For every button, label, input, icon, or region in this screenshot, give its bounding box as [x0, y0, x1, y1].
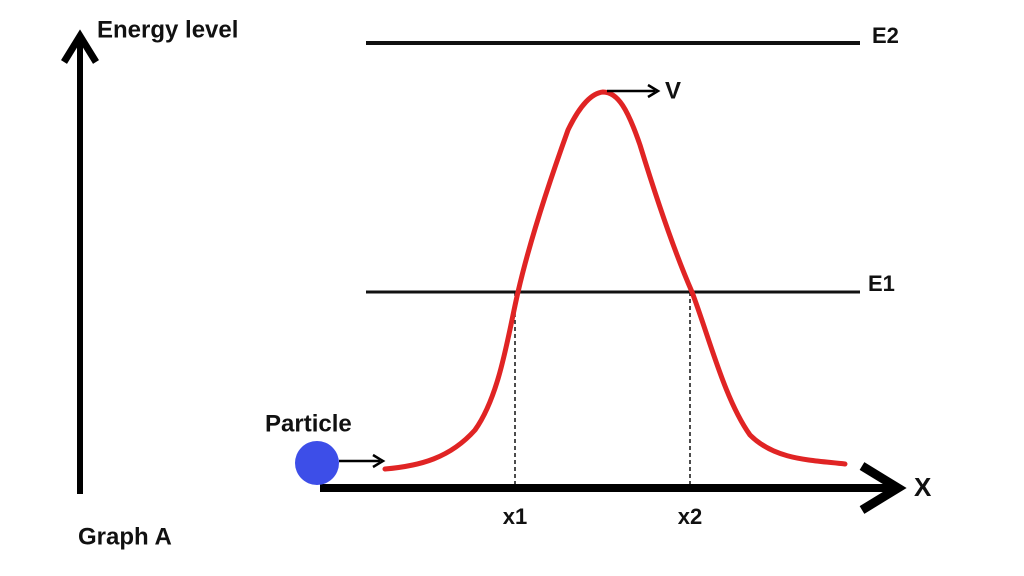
barrier-curve: [382, 89, 848, 472]
e1-label: E1: [868, 271, 895, 296]
x-axis-label: X: [914, 472, 932, 502]
x-axis-arrowhead: [859, 462, 907, 514]
e2-label: E2: [872, 23, 899, 48]
x1-label: x1: [503, 504, 527, 529]
x2-label: x2: [678, 504, 702, 529]
caption: Graph A: [78, 523, 172, 550]
y-axis-arrowhead: [61, 29, 99, 64]
v-label: V: [665, 77, 681, 104]
y-axis-label: Energy level: [97, 16, 238, 43]
v-arrowhead: [647, 83, 661, 99]
particle: [295, 441, 339, 485]
particle-label: Particle: [265, 410, 352, 437]
particle-arrowhead: [372, 453, 386, 469]
